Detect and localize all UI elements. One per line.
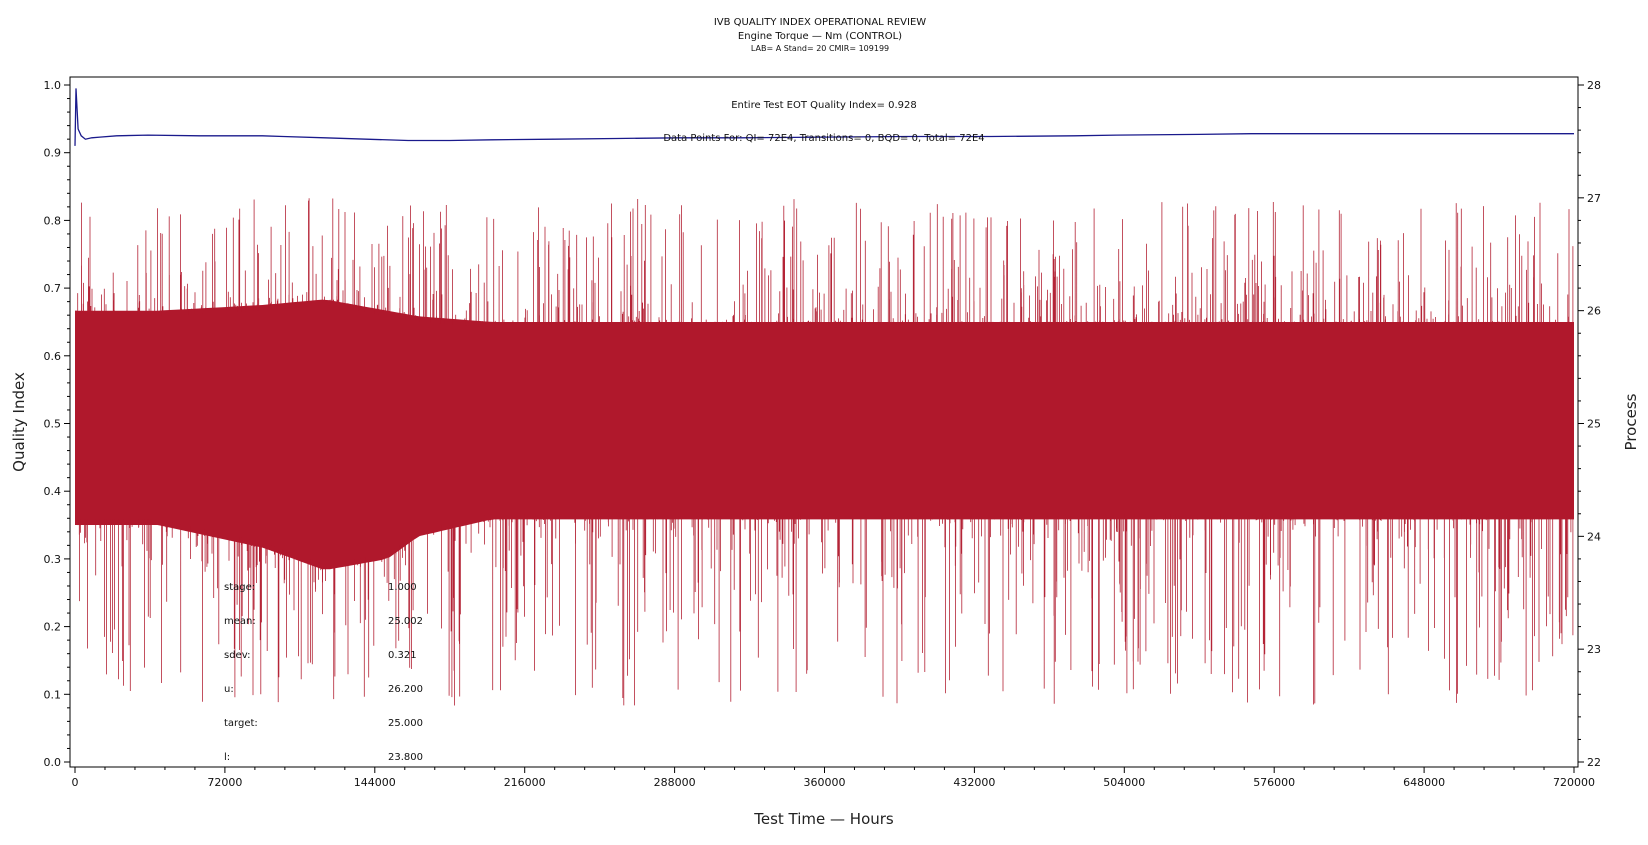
y2-axis-title: Process: [1622, 393, 1640, 450]
stat-value: 0.321: [388, 650, 417, 661]
chart-subtitle-2: LAB= A Stand= 20 CMIR= 109199: [751, 44, 889, 53]
y-tick-label: 0.6: [44, 350, 62, 363]
chart-title: IVB QUALITY INDEX OPERATIONAL REVIEW: [714, 17, 926, 28]
y-tick-label: 0.4: [44, 485, 62, 498]
plot-lines: [74, 88, 1574, 146]
x-tick-label: 360000: [804, 776, 846, 789]
data-points-annotation: Data Points For: QI= 72E4, Transitions= …: [663, 133, 984, 144]
stat-value: 23.800: [388, 752, 423, 763]
y-axis-right: 22 23 24 25 26 27 28: [1578, 79, 1601, 769]
stat-value: 26.200: [388, 684, 423, 695]
x-tick-label: 648000: [1403, 776, 1445, 789]
y-tick-label: 0.0: [44, 756, 62, 769]
y2-tick-label: 25: [1587, 418, 1601, 431]
y2-tick-label: 24: [1587, 530, 1601, 543]
x-tick-label: 504000: [1103, 776, 1145, 789]
stat-value: 25.000: [388, 718, 423, 729]
x-tick-label: 288000: [654, 776, 696, 789]
stat-label: sdev:: [224, 650, 250, 661]
quality-index-line: [74, 88, 1574, 146]
y2-tick-label: 27: [1587, 192, 1601, 205]
y-tick-label: 0.8: [44, 214, 62, 227]
x-tick-label: 72000: [207, 776, 242, 789]
x-axis: 0 72000 144000 216000 288000 360000 432000 5040…: [72, 767, 1595, 789]
chart-subtitle: Engine Torque — Nm (CONTROL): [738, 31, 902, 42]
stat-label: u:: [224, 684, 234, 695]
stat-label: l:: [224, 752, 230, 763]
x-tick-label: 0: [72, 776, 79, 789]
x-tick-label: 720000: [1553, 776, 1595, 789]
y2-tick-label: 23: [1587, 643, 1601, 656]
stats-panel: stage: 1.000 mean: 25.002 sdev: 0.321 u: 26.200…: [224, 582, 423, 763]
y-tick-label: 0.2: [44, 621, 62, 634]
stat-label: target:: [224, 718, 258, 729]
y-axis-title: Quality Index: [10, 372, 28, 472]
y-tick-label: 0.5: [44, 418, 62, 431]
x-tick-label: 216000: [504, 776, 546, 789]
stat-label: stage:: [224, 582, 255, 593]
plot-band: [75, 198, 1574, 706]
y-tick-label: 1.0: [44, 79, 62, 92]
process-spikes: [75, 198, 1574, 706]
stat-value: 1.000: [388, 582, 417, 593]
stat-label: mean:: [224, 616, 256, 627]
y-axis-left: 0.0 0.1 0.2 0.3 0.4 0.5 0.6 0.7 0.8 0.9 1.0: [44, 79, 70, 769]
y2-tick-label: 22: [1587, 756, 1601, 769]
x-tick-label: 576000: [1253, 776, 1295, 789]
quality-index-annotation: Entire Test EOT Quality Index= 0.928: [731, 100, 917, 111]
y-tick-label: 0.3: [44, 553, 62, 566]
x-tick-label: 144000: [354, 776, 396, 789]
y-tick-label: 0.7: [44, 282, 62, 295]
y2-tick-label: 28: [1587, 79, 1601, 92]
stat-value: 25.002: [388, 616, 423, 627]
x-axis-title: Test Time — Hours: [753, 810, 894, 828]
process-band: [75, 299, 1574, 570]
y2-tick-label: 26: [1587, 305, 1601, 318]
annotations: Entire Test EOT Quality Index= 0.928 Dat…: [663, 100, 984, 144]
y-tick-label: 0.1: [44, 688, 62, 701]
x-tick-label: 432000: [953, 776, 995, 789]
y-tick-label: 0.9: [44, 147, 62, 160]
title-block: IVB QUALITY INDEX OPERATIONAL REVIEW Eng…: [714, 17, 926, 53]
